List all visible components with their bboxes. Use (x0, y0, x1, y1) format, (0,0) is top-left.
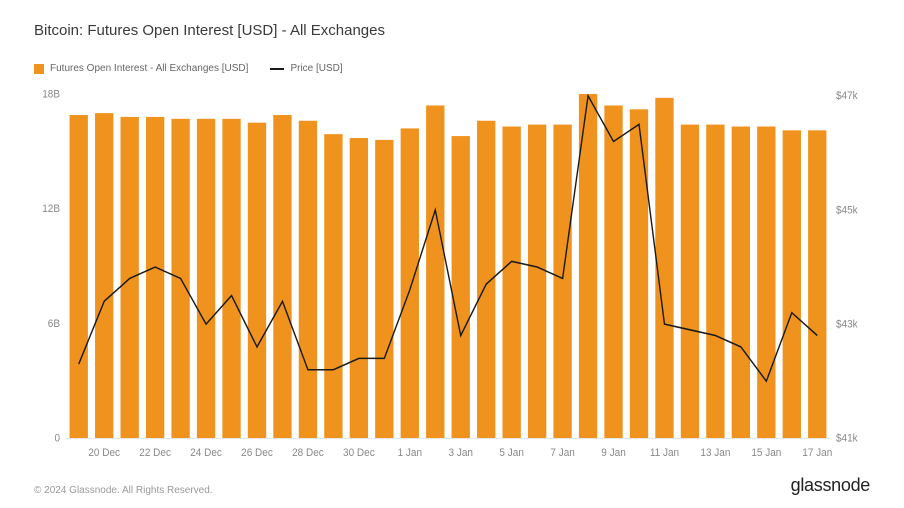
svg-text:18B: 18B (42, 88, 60, 101)
svg-text:$45k: $45k (836, 204, 858, 217)
svg-text:9 Jan: 9 Jan (601, 447, 626, 460)
svg-text:0: 0 (54, 432, 60, 445)
chart-svg: 0 6B 12B 18B $41k $43k $45k $47k 20 Dec 22 Dec 24 … (34, 80, 870, 467)
svg-text:20 Dec: 20 Dec (88, 447, 120, 460)
svg-text:1 Jan: 1 Jan (398, 447, 423, 460)
legend-swatch-oi (34, 64, 44, 74)
svg-text:15 Jan: 15 Jan (751, 447, 781, 460)
copyright-text: © 2024 Glassnode. All Rights Reserved. (34, 485, 213, 496)
svg-text:28 Dec: 28 Dec (292, 447, 324, 460)
legend-swatch-price (270, 68, 284, 70)
legend-label-price: Price [USD] (290, 63, 342, 74)
svg-text:30 Dec: 30 Dec (343, 447, 375, 460)
svg-text:22 Dec: 22 Dec (139, 447, 171, 460)
svg-text:11 Jan: 11 Jan (650, 447, 679, 460)
svg-text:12B: 12B (42, 203, 60, 216)
svg-text:6B: 6B (48, 317, 60, 330)
legend: Futures Open Interest - All Exchanges [U… (34, 63, 870, 74)
legend-item-oi: Futures Open Interest - All Exchanges [U… (34, 63, 248, 74)
legend-item-price: Price [USD] (270, 63, 342, 74)
legend-label-oi: Futures Open Interest - All Exchanges [U… (50, 63, 248, 74)
svg-text:17 Jan: 17 Jan (802, 447, 832, 460)
svg-text:$41k: $41k (836, 432, 858, 445)
svg-text:$47k: $47k (836, 90, 858, 103)
svg-text:5 Jan: 5 Jan (499, 447, 524, 460)
svg-text:13 Jan: 13 Jan (700, 447, 730, 460)
svg-text:24 Dec: 24 Dec (190, 447, 222, 460)
chart-title: Bitcoin: Futures Open Interest [USD] - A… (34, 22, 870, 39)
brand-logo: glassnode (791, 475, 870, 496)
svg-text:7 Jan: 7 Jan (550, 447, 575, 460)
svg-text:$43k: $43k (836, 318, 858, 331)
svg-text:26 Dec: 26 Dec (241, 447, 273, 460)
svg-text:3 Jan: 3 Jan (449, 447, 474, 460)
chart-area: 0 6B 12B 18B $41k $43k $45k $47k 20 Dec 22 Dec 24 … (34, 80, 870, 467)
